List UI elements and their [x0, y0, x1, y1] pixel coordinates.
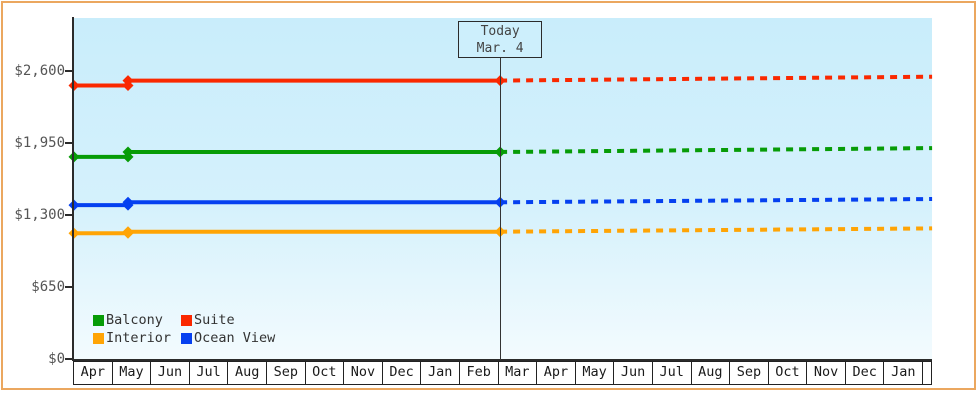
month-cell: Nov [806, 361, 846, 385]
data-point-marker [68, 80, 80, 91]
month-cell: Aug [227, 361, 267, 385]
data-point-marker [68, 151, 80, 163]
series-line-forecast [500, 226, 933, 234]
month-cell: Dec [844, 361, 885, 385]
legend-item: Ocean View [181, 330, 276, 346]
month-cell: Jan [420, 361, 460, 385]
legend-swatch [181, 314, 192, 326]
legend-swatch [93, 332, 104, 344]
series-line-history [74, 150, 501, 159]
series-line-history [74, 78, 501, 88]
today-flag: Today Mar. 4 [458, 21, 543, 58]
month-cell: Jul [188, 361, 229, 385]
y-axis-line [72, 17, 74, 361]
legend-label: Suite [194, 312, 235, 328]
y-tick-label: $650 [31, 279, 65, 296]
month-cell: Mar [497, 361, 538, 385]
legend-label: Balcony [106, 312, 163, 328]
data-point-marker [122, 196, 134, 208]
month-cell: Sep [729, 361, 769, 385]
x-axis-line [72, 359, 932, 361]
month-cell: Jan [883, 361, 924, 385]
data-point-marker [68, 199, 80, 211]
data-point-marker [68, 227, 80, 239]
series-line-forecast [500, 197, 933, 205]
month-cell: Sep [265, 361, 306, 385]
month-cell: May [574, 361, 615, 385]
month-cell: Jun [150, 361, 190, 385]
month-axis: Apr May Jun Jul Aug Sep Oct Nov Dec Jan Feb Mar Apr M… [73, 361, 933, 385]
today-label: Today [480, 24, 520, 39]
month-cell: May [111, 361, 152, 385]
series-line-forecast [500, 74, 933, 83]
month-cell: Nov [343, 361, 383, 385]
series-line-forecast [500, 146, 933, 154]
legend-label: Ocean View [194, 330, 276, 346]
legend-swatch [93, 314, 104, 326]
y-axis-labels: $0 $650 $1,300 $1,950 $2,600 [0, 0, 72, 392]
legend-item: Interior [93, 330, 181, 346]
today-line [499, 58, 501, 360]
y-tick-mark [65, 142, 72, 145]
y-tick-label: $1,950 [14, 135, 65, 152]
y-tick-label: $1,300 [14, 207, 65, 224]
y-tick-mark [65, 358, 72, 360]
month-cell: Feb [458, 361, 499, 385]
data-point-marker [122, 75, 134, 87]
chart-frame [1, 1, 976, 390]
y-tick-label: $2,600 [14, 63, 65, 80]
legend-swatch [181, 332, 192, 344]
data-point-marker [122, 226, 134, 238]
month-cell-partial [922, 361, 933, 385]
y-tick-label: $0 [48, 351, 65, 367]
legend-item: Balcony [93, 312, 181, 328]
data-point-marker [122, 146, 134, 158]
month-cell: Aug [690, 361, 731, 385]
y-tick-mark [65, 70, 72, 73]
month-cell: Oct [304, 361, 345, 385]
plot-lines [68, 74, 933, 239]
plot-area [68, 18, 933, 359]
month-cell: Dec [381, 361, 422, 385]
today-date: Mar. 4 [476, 41, 524, 56]
month-cell: Oct [767, 361, 808, 385]
y-tick-mark [65, 286, 72, 289]
legend: Balcony Suite Interior Ocean View [93, 312, 276, 346]
month-cell: Apr [73, 361, 113, 385]
month-cell: Jun [613, 361, 653, 385]
legend-item: Suite [181, 312, 275, 328]
month-cell: Apr [536, 361, 576, 385]
series-line-history [74, 200, 501, 208]
legend-label: Interior [106, 330, 172, 346]
month-cell: Jul [651, 361, 692, 385]
y-tick-mark [65, 214, 72, 217]
series-line-history [74, 229, 501, 236]
